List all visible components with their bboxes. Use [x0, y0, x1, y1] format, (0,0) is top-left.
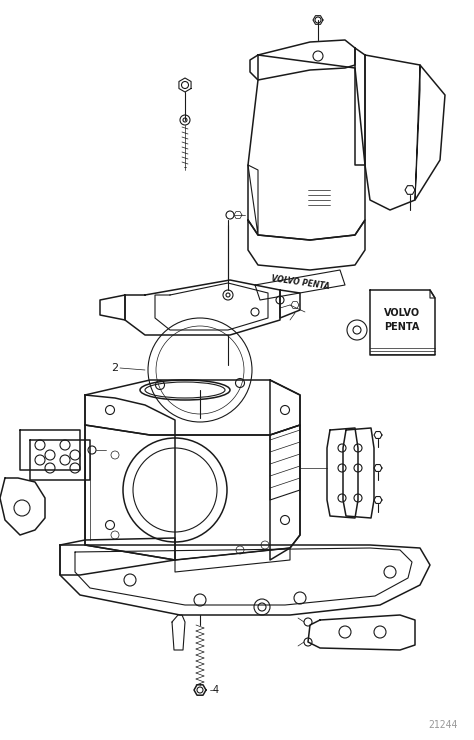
Text: 2: 2: [111, 363, 118, 373]
Text: VOLVO PENTA: VOLVO PENTA: [270, 275, 330, 292]
Text: 4: 4: [213, 685, 219, 695]
Text: VOLVO
PENTA: VOLVO PENTA: [384, 309, 420, 332]
Text: 21244: 21244: [428, 720, 458, 730]
